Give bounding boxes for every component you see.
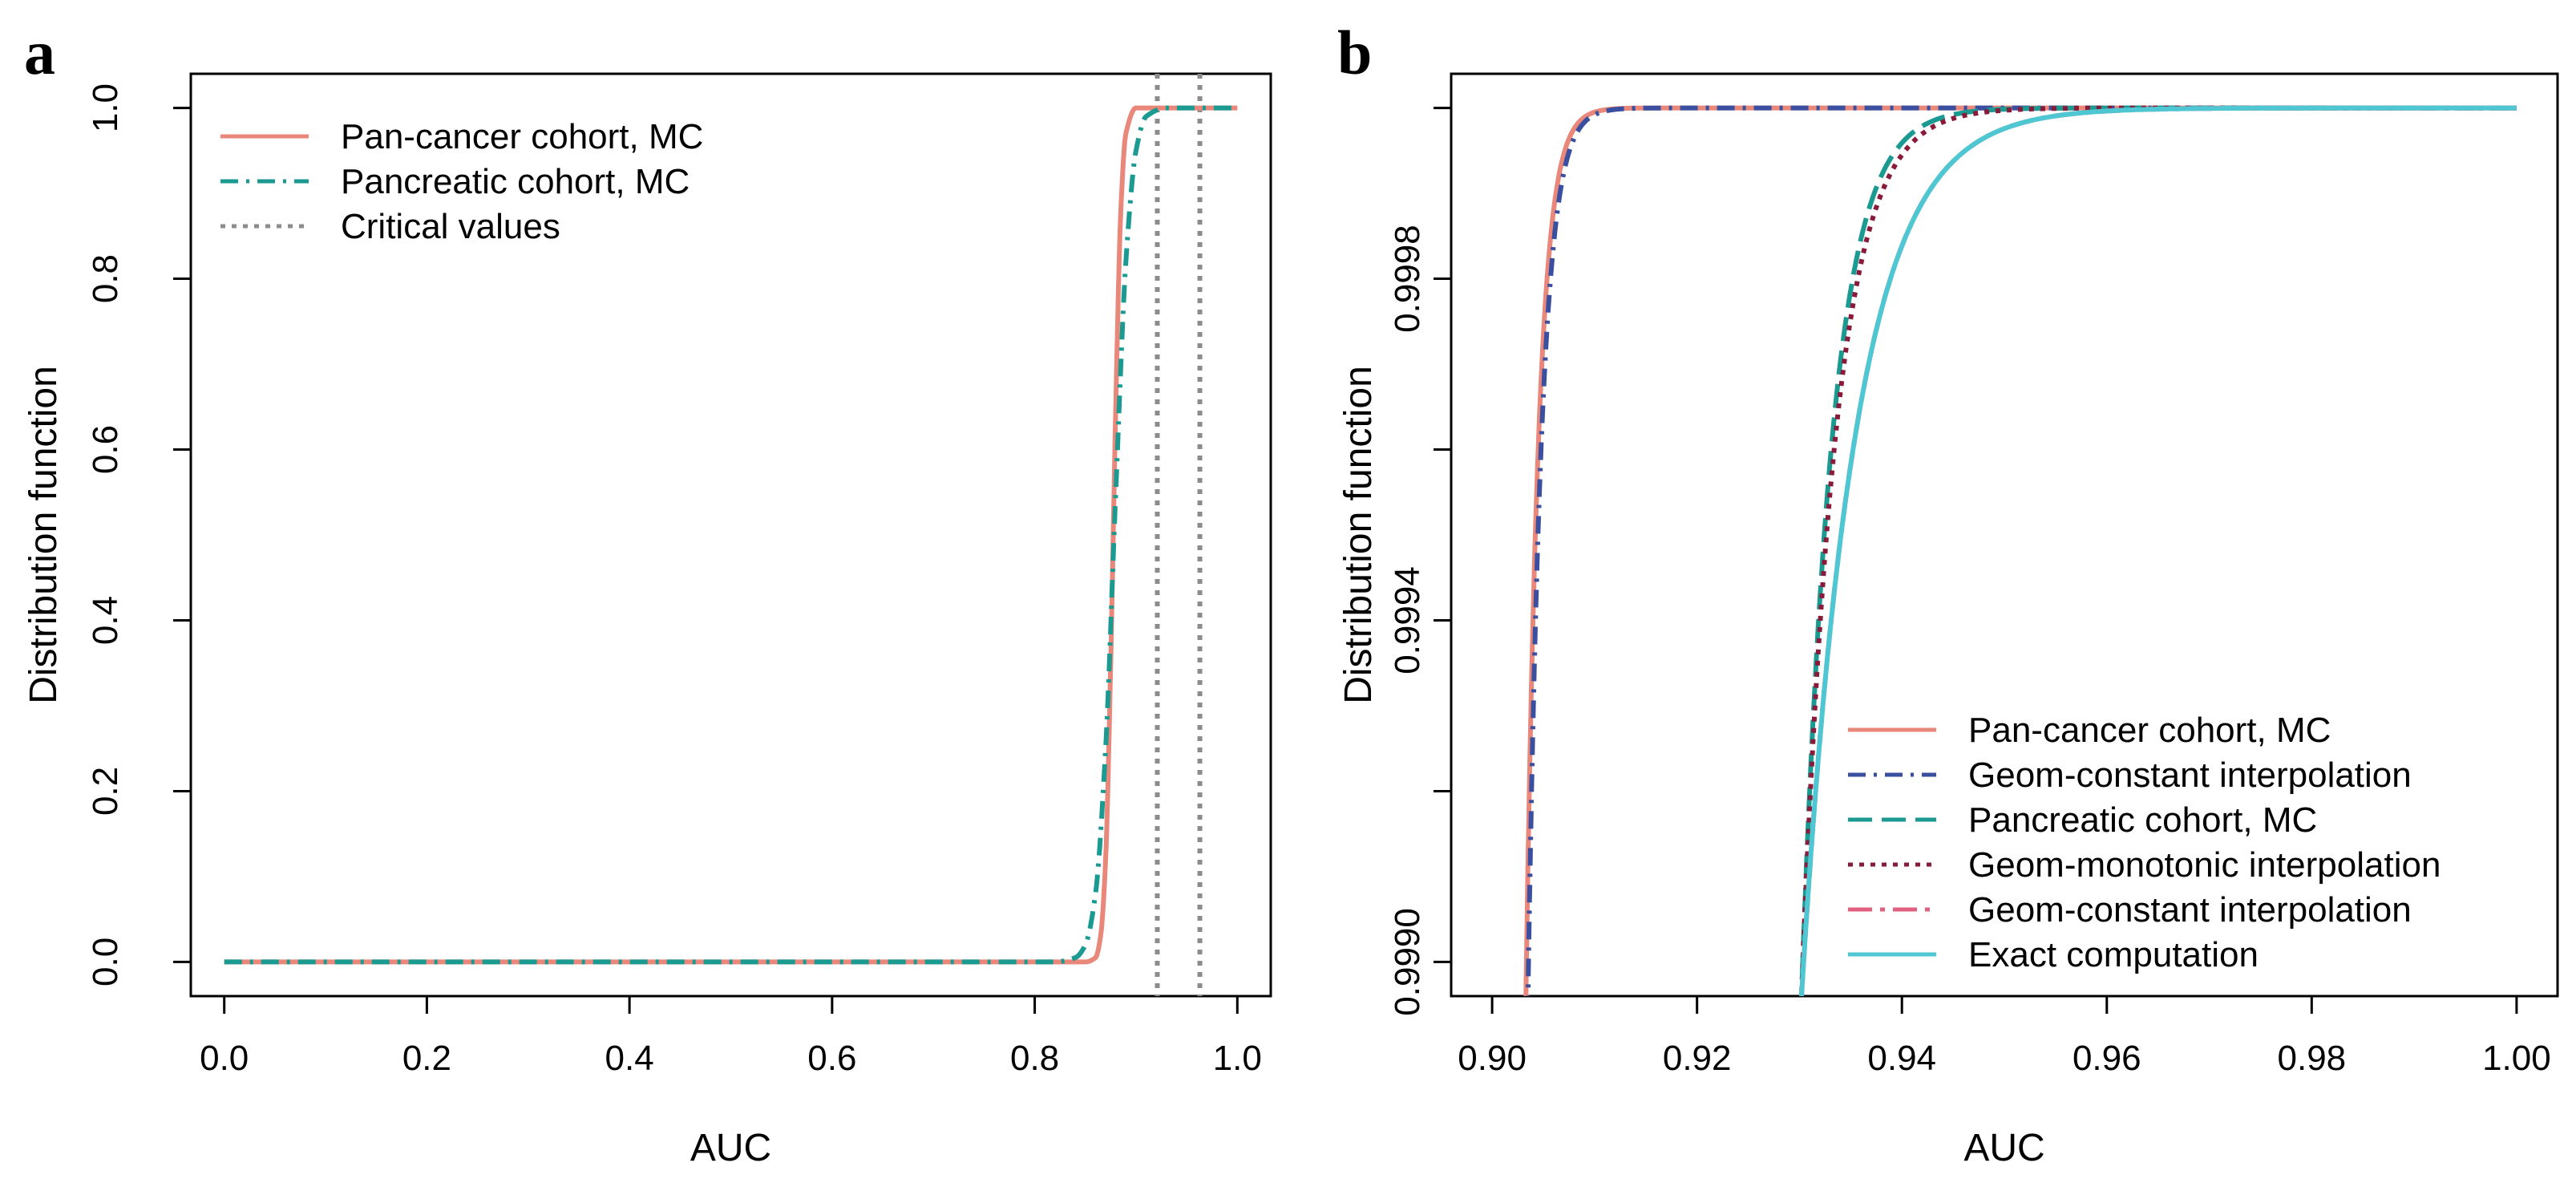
y-tick-label: 0.8 xyxy=(86,254,125,303)
x-tick-label: 1.0 xyxy=(1213,1039,1262,1078)
x-tick-label: 0.94 xyxy=(1867,1039,1936,1078)
x-tick-label: 0.2 xyxy=(402,1039,451,1078)
y-tick-label: 0.9998 xyxy=(1388,225,1427,333)
legend-label: Critical values xyxy=(341,207,560,246)
x-tick-label: 0.6 xyxy=(807,1039,856,1078)
y-tick-label: 0.9990 xyxy=(1388,908,1427,1016)
y-tick-label: 0.4 xyxy=(86,596,125,645)
panel-b-chart: 0.90 0.92 0.94 0.96 0.98 1.00 0.9990 0.9994 0.99… xyxy=(1337,72,2559,1169)
y-tick-label: 0.9994 xyxy=(1388,566,1427,674)
legend-label: Pan-cancer cohort, MC xyxy=(1968,711,2331,750)
legend-label: Geom-constant interpolation xyxy=(1968,755,2412,795)
x-axis-title: AUC xyxy=(1963,1127,2044,1169)
x-tick-label: 0.90 xyxy=(1458,1039,1527,1078)
y-tick-label: 0.2 xyxy=(86,767,125,816)
panel-label-a: a xyxy=(24,18,55,87)
data-layer xyxy=(1523,105,2517,996)
legend: Pan-cancer cohort, MC Pancreatic cohort, … xyxy=(220,117,703,246)
x-tick-label: 0.4 xyxy=(605,1039,654,1078)
series-line xyxy=(224,105,1238,965)
x-tick-label: 1.00 xyxy=(2482,1039,2551,1078)
legend-label: Pancreatic cohort, MC xyxy=(1968,800,2317,840)
panel-a-chart: 0.0 0.2 0.4 0.6 0.8 1.0 0.0 0.2 0.4 0.6 0.8 1.0 AUC D… xyxy=(22,72,1272,1169)
legend: Pan-cancer cohort, MC Geom-constant inter… xyxy=(1848,711,2441,974)
x-tick-label: 0.98 xyxy=(2278,1039,2347,1078)
legend-label: Geom-constant interpolation xyxy=(1968,890,2412,930)
y-tick-label: 0.6 xyxy=(86,425,125,474)
x-axis-title: AUC xyxy=(690,1127,771,1169)
y-tick-label: 1.0 xyxy=(86,83,125,132)
x-tick-label: 0.92 xyxy=(1663,1039,1732,1078)
y-axis-title: Distribution function xyxy=(1337,366,1380,704)
legend-label: Pan-cancer cohort, MC xyxy=(341,117,703,156)
series-line xyxy=(1799,105,2517,996)
data-layer xyxy=(224,74,1238,996)
y-axis-title: Distribution function xyxy=(22,366,65,704)
x-tick-label: 0.96 xyxy=(2073,1039,2141,1078)
legend-label: Geom-monotonic interpolation xyxy=(1968,845,2441,885)
panel-label-b: b xyxy=(1337,18,1372,87)
legend-label: Pancreatic cohort, MC xyxy=(341,162,689,201)
y-tick-label: 0.0 xyxy=(86,938,125,986)
x-tick-label: 0.0 xyxy=(200,1039,249,1078)
legend-label: Exact computation xyxy=(1968,935,2259,974)
x-tick-label: 0.8 xyxy=(1010,1039,1059,1078)
series-line xyxy=(1525,105,2517,996)
